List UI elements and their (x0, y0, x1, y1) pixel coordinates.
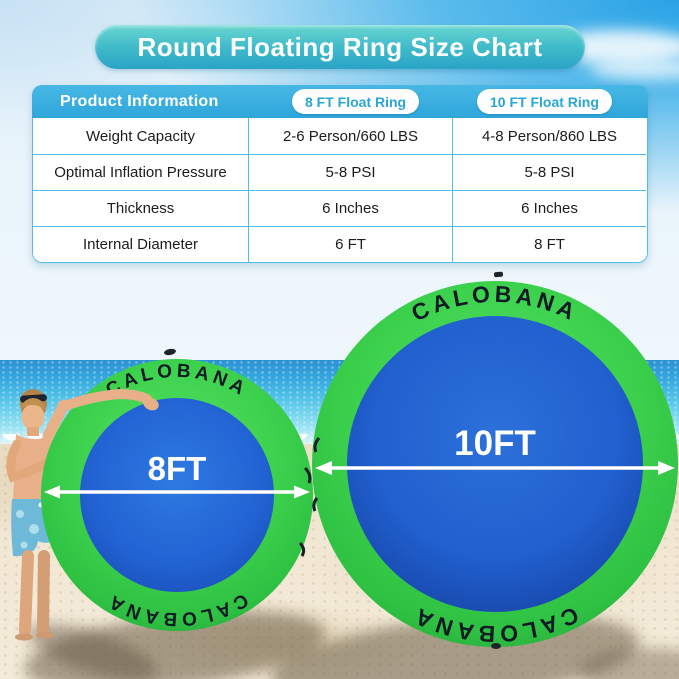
cell-value: 6 Inches (452, 190, 646, 226)
cell-value: 8 FT (452, 226, 646, 262)
air-valve-icon (494, 271, 504, 278)
diameter-arrow-8ft (44, 485, 310, 499)
air-valve-icon (164, 348, 176, 356)
size-chart-table: Product Information 8 FT Float Ring 10 F… (32, 85, 648, 263)
ring-handle-icon (312, 497, 319, 512)
title-banner: Round Floating Ring Size Chart (95, 25, 585, 69)
man-leg (19, 550, 34, 637)
man-leg (37, 550, 50, 635)
ring-handle-icon (303, 466, 312, 484)
product-information-header: Product Information (60, 92, 219, 110)
cloud (590, 58, 679, 80)
ring-handle-icon (313, 437, 321, 453)
cell-value: 5-8 PSI (452, 154, 646, 190)
cell-value: 6 Inches (248, 190, 452, 226)
row-label: Internal Diameter (33, 226, 248, 262)
float-ring-10ft: CALOBANA CALOBANA 10FT (312, 271, 678, 649)
column-header-10ft-badge: 10 FT Float Ring (477, 89, 612, 114)
cell-value: 4-8 Person/860 LBS (452, 118, 646, 154)
row-label: Optimal Inflation Pressure (33, 154, 248, 190)
ring-center-8ft (80, 398, 274, 592)
ring-handle-icon (298, 541, 306, 557)
man-left-arm (6, 439, 58, 483)
diameter-arrow-10ft (315, 461, 675, 475)
float-ring-8ft: CALOBANA CALOBANA 8FT (41, 348, 313, 631)
man-face (21, 404, 45, 430)
cell-value: 2-6 Person/660 LBS (248, 118, 452, 154)
diameter-label-8ft: 8FT (148, 450, 207, 487)
diameter-label-10ft: 10FT (454, 424, 536, 463)
ring-center-10ft (347, 316, 643, 612)
row-label: Weight Capacity (86, 127, 195, 145)
page-title: Round Floating Ring Size Chart (137, 31, 543, 62)
column-header-8ft-badge: 8 FT Float Ring (292, 89, 420, 114)
row-label: Thickness (33, 190, 248, 226)
cell-value: 5-8 PSI (248, 154, 452, 190)
table-header-row: Product Information 8 FT Float Ring 10 F… (32, 85, 648, 118)
man-forearm-over-ring (57, 388, 159, 412)
cell-value: 6 FT (248, 226, 452, 262)
table-body: Weight Capacity 2-6 Person/660 LBS 4-8 P… (32, 118, 648, 263)
